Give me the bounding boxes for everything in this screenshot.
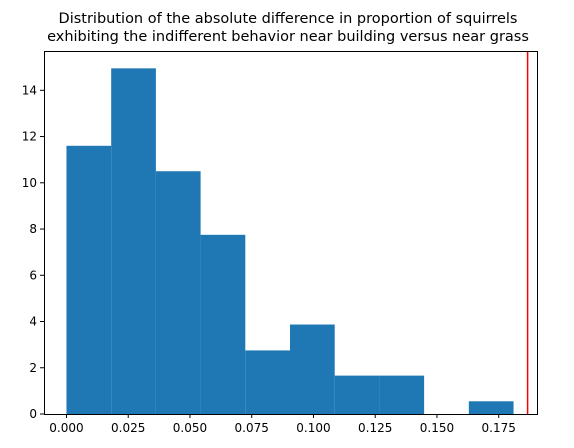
x-tick-label-7: 0.175: [482, 421, 516, 435]
chart-title-line-1: Distribution of the absolute difference …: [59, 11, 518, 27]
histogram-bars: [66, 68, 514, 415]
histogram-bar-5: [290, 324, 335, 414]
x-axis-ticks: 0.000 0.025 0.050 0.075 0.100 0.125 0.150 0.175: [49, 414, 516, 435]
y-tick-label-0: 0: [29, 407, 37, 421]
histogram-bar-9: [468, 401, 514, 414]
x-tick-label-6: 0.150: [420, 421, 454, 435]
x-tick-label-5: 0.125: [358, 421, 392, 435]
y-tick-label-6: 12: [22, 130, 37, 144]
x-tick-label-2: 0.050: [173, 421, 207, 435]
histogram-bar-6: [334, 375, 380, 414]
x-tick-label-4: 0.100: [296, 421, 330, 435]
x-tick-label-3: 0.075: [235, 421, 269, 435]
y-tick-label-1: 2: [29, 361, 37, 375]
x-tick-label-0: 0.000: [49, 421, 83, 435]
histogram-bar-4: [245, 350, 291, 414]
histogram-bar-7: [379, 375, 425, 414]
y-tick-label-7: 14: [22, 83, 37, 97]
y-tick-label-3: 6: [29, 268, 37, 282]
y-tick-label-4: 8: [29, 222, 37, 236]
y-tick-label-5: 10: [22, 176, 37, 190]
histogram-bar-3: [200, 234, 246, 414]
plot-frame: [44, 51, 538, 415]
histogram-bar-1: [111, 68, 156, 415]
y-axis-ticks: 0 2 4 6 8 10 12 14: [22, 83, 44, 421]
x-tick-label-1: 0.025: [111, 421, 145, 435]
histogram-bar-0: [66, 145, 112, 414]
histogram-bar-2: [155, 171, 201, 414]
y-tick-label-2: 4: [29, 315, 37, 329]
chart-title-line-2: exhibiting the indifferent behavior near…: [47, 29, 529, 45]
